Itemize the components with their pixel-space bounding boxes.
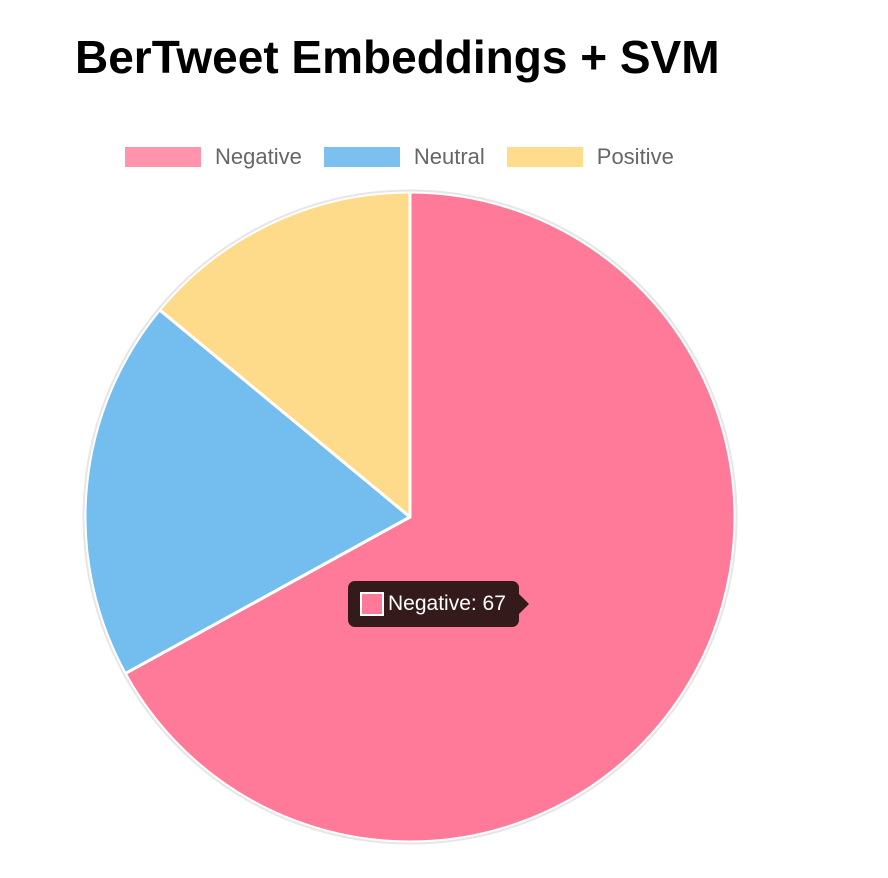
legend: Negative Neutral Positive xyxy=(125,144,696,170)
chart-title: BerTweet Embeddings + SVM xyxy=(75,31,720,83)
legend-item-negative[interactable]: Negative xyxy=(125,144,302,170)
tooltip-text: Negative: 67 xyxy=(388,592,506,615)
legend-label-negative: Negative xyxy=(215,144,302,169)
tooltip: Negative: 67 xyxy=(348,581,529,627)
legend-swatch-positive xyxy=(506,147,583,167)
pie-slice-neutral[interactable] xyxy=(83,308,412,676)
legend-swatch-neutral xyxy=(323,147,400,167)
legend-label-positive: Positive xyxy=(596,144,674,169)
legend-label-neutral: Neutral xyxy=(413,144,485,169)
tooltip-swatch xyxy=(360,592,384,616)
pie-slice-negative[interactable] xyxy=(123,190,737,844)
legend-swatch-negative xyxy=(125,147,201,167)
pie-slice-positive[interactable] xyxy=(158,190,412,519)
pie-outline xyxy=(82,189,738,845)
legend-item-positive[interactable]: Positive xyxy=(506,144,674,170)
legend-item-neutral[interactable]: Neutral xyxy=(323,144,485,170)
